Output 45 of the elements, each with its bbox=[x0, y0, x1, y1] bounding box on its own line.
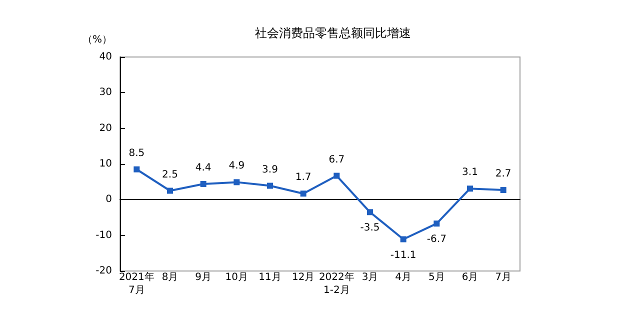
x-tick-label: 10月 bbox=[225, 272, 248, 283]
x-tick-label: 12月 bbox=[292, 272, 315, 283]
x-tick-label: 7月 bbox=[495, 272, 512, 283]
x-tick-label: 3月 bbox=[362, 272, 378, 283]
point bbox=[267, 182, 273, 189]
point bbox=[434, 220, 440, 227]
y-axis-title: （%） bbox=[82, 34, 112, 46]
x-tick-label: 9月 bbox=[195, 272, 212, 283]
y-tick-label: 40 bbox=[99, 52, 112, 62]
x-tick-label: 5月 bbox=[428, 272, 445, 283]
x-tick-label: 2021年 7月 bbox=[118, 271, 154, 296]
data-label: 8.5 bbox=[128, 148, 145, 159]
x-tick-label: 11月 bbox=[258, 272, 282, 283]
data-label: 3.9 bbox=[262, 164, 278, 176]
point bbox=[334, 172, 340, 179]
y-tick-label: 20 bbox=[99, 122, 112, 134]
y-tick-label: -20 bbox=[96, 266, 112, 276]
x-tick-label: 4月 bbox=[395, 272, 412, 283]
point bbox=[400, 236, 406, 242]
data-label: 3.1 bbox=[462, 167, 478, 178]
point bbox=[467, 186, 473, 192]
y-tick-label: 0 bbox=[106, 194, 112, 206]
y-tick-label: -10 bbox=[96, 230, 112, 241]
data-label: 2.5 bbox=[162, 169, 178, 180]
data-label: -3.5 bbox=[360, 222, 380, 234]
chart-title: 社会消费品零售总额同比增速 bbox=[255, 26, 411, 40]
data-label: 1.7 bbox=[295, 172, 312, 184]
point bbox=[134, 166, 140, 172]
point bbox=[234, 179, 240, 186]
data-label: 4.4 bbox=[195, 162, 212, 174]
point bbox=[167, 188, 173, 194]
point bbox=[200, 180, 206, 187]
data-label: -11.1 bbox=[390, 250, 416, 261]
point bbox=[500, 187, 506, 194]
point bbox=[367, 209, 373, 216]
x-tick-label: 8月 bbox=[162, 272, 178, 283]
data-label: 2.7 bbox=[495, 168, 512, 180]
x-tick-label: 6月 bbox=[462, 272, 478, 283]
y-tick-label: 30 bbox=[99, 87, 112, 98]
x-tick-label: 2022年 1-2月 bbox=[318, 271, 354, 296]
point bbox=[300, 190, 306, 197]
data-label: -6.7 bbox=[426, 234, 446, 246]
data-label: 6.7 bbox=[328, 154, 345, 166]
data-label: 4.9 bbox=[228, 160, 245, 172]
y-tick-label: 10 bbox=[99, 158, 112, 170]
